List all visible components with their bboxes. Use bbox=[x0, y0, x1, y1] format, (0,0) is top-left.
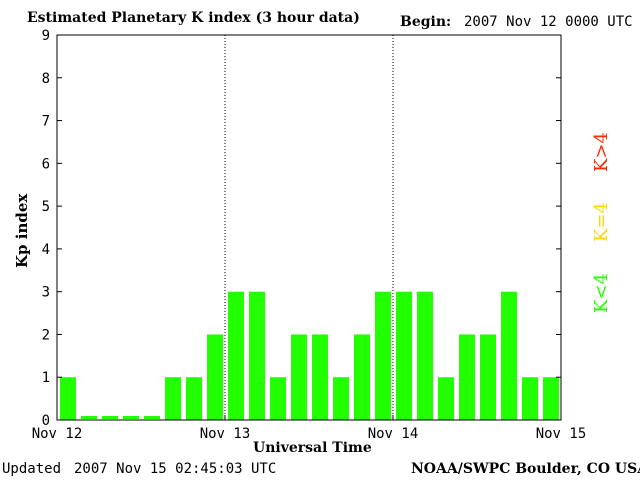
x-tick-label: Nov 14 bbox=[368, 426, 419, 442]
kp-bar bbox=[333, 377, 349, 420]
kp-bar bbox=[270, 377, 286, 420]
plot-frame bbox=[56, 34, 562, 421]
y-tick-label: 1 bbox=[42, 370, 50, 386]
y-tick-label: 3 bbox=[42, 285, 50, 301]
kp-bar bbox=[480, 334, 496, 420]
kp-bar bbox=[228, 291, 244, 420]
kp-bar bbox=[186, 377, 202, 420]
kp-bar bbox=[543, 377, 559, 420]
kp-bar bbox=[102, 416, 118, 419]
y-axis-label: Kp index bbox=[13, 193, 31, 268]
begin-label: Begin: bbox=[400, 14, 452, 30]
kp-bar bbox=[207, 334, 223, 420]
kp-bar bbox=[438, 377, 454, 420]
credit-text: NOAA/SWPC Boulder, CO USA bbox=[411, 461, 640, 477]
kp-bar bbox=[165, 377, 181, 420]
kp-bar bbox=[501, 291, 517, 420]
begin-value: 2007 Nov 12 0000 UTC bbox=[464, 14, 633, 30]
kp-bar bbox=[417, 291, 433, 420]
legend-low: K<4 bbox=[591, 273, 612, 313]
y-tick-label: 5 bbox=[42, 199, 50, 215]
kp-bar bbox=[354, 334, 370, 420]
kp-bar bbox=[396, 291, 412, 420]
chart-title: Estimated Planetary K index (3 hour data… bbox=[27, 10, 360, 26]
kp-bar bbox=[123, 416, 139, 419]
x-axis-label: Universal Time bbox=[253, 440, 372, 456]
y-tick-label: 6 bbox=[42, 156, 50, 172]
x-tick-label: Nov 12 bbox=[32, 426, 83, 442]
y-tick-label: 0 bbox=[42, 413, 50, 429]
y-tick-label: 2 bbox=[42, 327, 50, 343]
kp-bar bbox=[291, 334, 307, 420]
kp-bar bbox=[375, 291, 391, 420]
kp-bar bbox=[522, 377, 538, 420]
y-tick-label: 9 bbox=[42, 28, 50, 44]
legend-high: K>4 bbox=[591, 132, 612, 172]
y-tick-label: 4 bbox=[42, 242, 50, 258]
kp-bar bbox=[81, 416, 97, 419]
kp-bar bbox=[249, 291, 265, 420]
y-tick-label: 7 bbox=[42, 114, 50, 130]
updated-value: 2007 Nov 15 02:45:03 UTC bbox=[74, 461, 277, 477]
kp-bar bbox=[459, 334, 475, 420]
y-tick-label: 8 bbox=[42, 71, 50, 87]
kp-bar bbox=[312, 334, 328, 420]
legend-equal: K=4 bbox=[591, 202, 612, 242]
updated-label: Updated bbox=[2, 461, 62, 477]
x-tick-label: Nov 15 bbox=[536, 426, 587, 442]
kp-bar bbox=[144, 416, 160, 419]
x-tick-label: Nov 13 bbox=[200, 426, 251, 442]
kp-bar bbox=[60, 377, 76, 420]
